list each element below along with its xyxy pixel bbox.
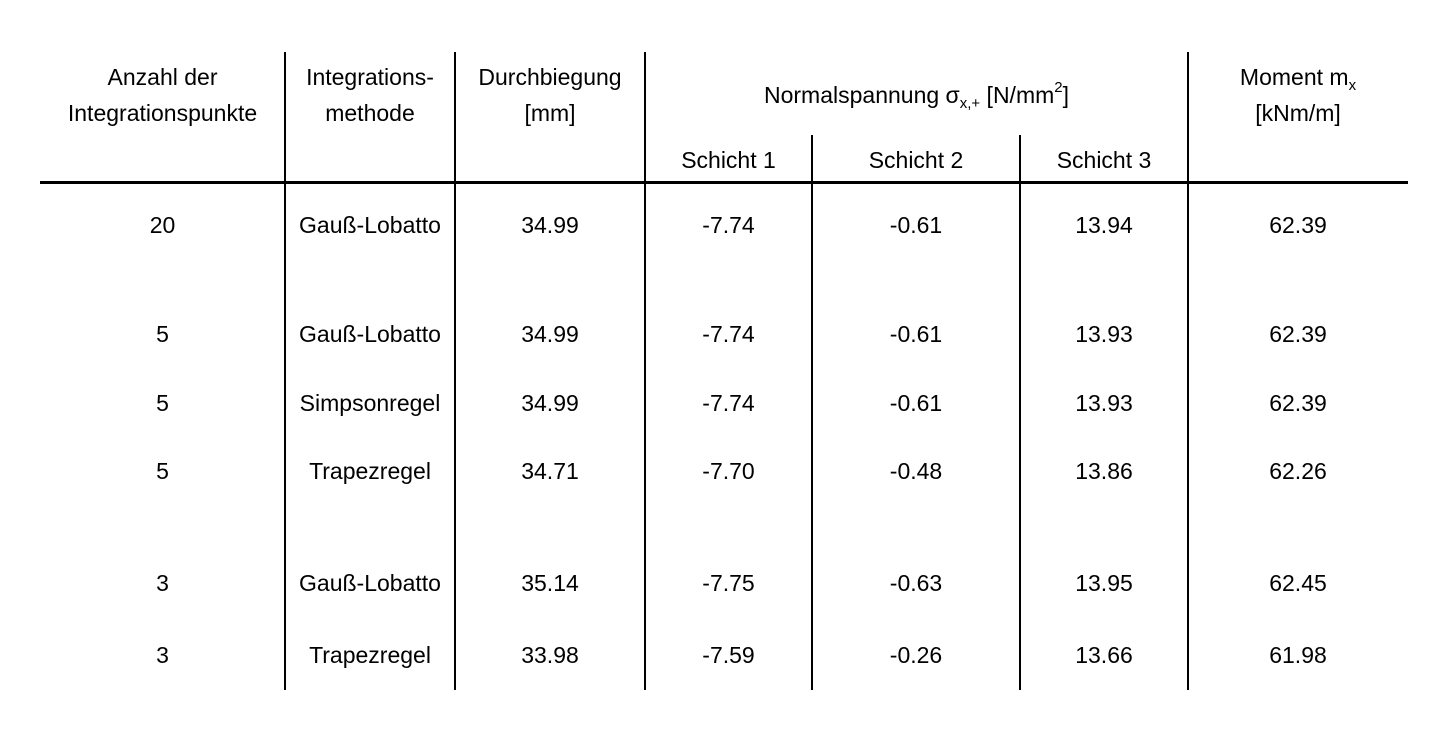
- header-schicht-2: Schicht 2: [868, 147, 964, 173]
- header-methode: Integrations- methode: [285, 59, 455, 131]
- cell-integrationsmethode: Trapezregel: [309, 641, 431, 668]
- cell-moment: 61.98: [1269, 641, 1327, 668]
- table-row: 3 Trapezregel 33.98 -7.59 -0.26 13.66 61…: [40, 632, 1408, 678]
- header-normalspannung-unit-close: ]: [1062, 82, 1070, 108]
- cell-schicht-1: -7.74: [702, 320, 755, 347]
- cell-durchbiegung: 34.71: [521, 457, 579, 484]
- header-normalspannung: Normalspannung σx,+ [N/mm2]: [645, 77, 1188, 113]
- cell-integrationsmethode: Trapezregel: [309, 457, 431, 484]
- table-rows: 20 Gauß-Lobatto 34.99 -7.74 -0.61 13.94 …: [40, 52, 1408, 690]
- cell-durchbiegung: 34.99: [521, 211, 579, 238]
- table-row: 5 Simpsonregel 34.99 -7.74 -0.61 13.93 6…: [40, 380, 1408, 426]
- cell-schicht-2: -0.61: [889, 320, 943, 347]
- header-schicht-1: Schicht 1: [681, 147, 776, 173]
- cell-durchbiegung: 34.99: [521, 389, 579, 416]
- header-moment: Moment mx [kNm/m]: [1188, 59, 1408, 131]
- column-divider: [644, 52, 646, 690]
- header-moment-line1: Moment mx: [1188, 59, 1408, 95]
- header-normalspannung-exponent: 2: [1054, 79, 1063, 96]
- header-moment-label: Moment m: [1239, 64, 1349, 90]
- cell-schicht-1: -7.59: [702, 641, 755, 668]
- cell-moment: 62.45: [1269, 569, 1327, 596]
- header-separator-line: [40, 181, 1408, 184]
- header-methode-line1: Integrations-: [306, 64, 434, 90]
- subcolumn-divider: [1019, 135, 1021, 690]
- cell-schicht-2: -0.48: [889, 457, 943, 484]
- header-normalspannung-label: Normalspannung σ: [763, 82, 960, 108]
- cell-schicht-2: -0.61: [889, 389, 943, 416]
- cell-schicht-1: -7.74: [702, 211, 755, 238]
- cell-schicht-2: -0.26: [889, 641, 943, 668]
- table-row: 5 Gauß-Lobatto 34.99 -7.74 -0.61 13.93 6…: [40, 311, 1408, 357]
- header-moment-line2: [kNm/m]: [1255, 100, 1341, 126]
- cell-schicht-3: 13.95: [1075, 569, 1133, 596]
- cell-integrationspunkte: 3: [156, 641, 169, 668]
- cell-integrationspunkte: 5: [156, 457, 169, 484]
- cell-moment: 62.39: [1269, 320, 1327, 347]
- header-anzahl-line2: Integrationspunkte: [67, 100, 258, 126]
- cell-integrationsmethode: Gauß-Lobatto: [299, 569, 441, 596]
- cell-schicht-3: 13.94: [1075, 211, 1133, 238]
- header-durchbiegung-line2: [mm]: [524, 100, 576, 126]
- cell-schicht-2: -0.63: [889, 569, 943, 596]
- results-table: Anzahl der Integrationspunkte Integratio…: [40, 52, 1408, 690]
- cell-integrationsmethode: Gauß-Lobatto: [299, 211, 441, 238]
- cell-integrationspunkte: 5: [156, 389, 169, 416]
- table-row: 20 Gauß-Lobatto 34.99 -7.74 -0.61 13.94 …: [40, 202, 1408, 248]
- cell-moment: 62.26: [1269, 457, 1327, 484]
- cell-integrationspunkte: 5: [156, 320, 169, 347]
- column-divider: [284, 52, 286, 690]
- table-row: 3 Gauß-Lobatto 35.14 -7.75 -0.63 13.95 6…: [40, 560, 1408, 606]
- header-normalspannung-unit-open: [N/mm: [980, 82, 1055, 108]
- cell-durchbiegung: 33.98: [521, 641, 579, 668]
- header-moment-subscript: x: [1348, 77, 1357, 94]
- cell-integrationsmethode: Gauß-Lobatto: [299, 320, 441, 347]
- cell-integrationspunkte: 20: [149, 211, 176, 238]
- cell-durchbiegung: 35.14: [521, 569, 579, 596]
- header-normalspannung-subscript: x,+: [959, 95, 981, 112]
- header-durchbiegung: Durchbiegung [mm]: [455, 59, 645, 131]
- cell-schicht-3: 13.93: [1075, 389, 1133, 416]
- table-row: 5 Trapezregel 34.71 -7.70 -0.48 13.86 62…: [40, 448, 1408, 494]
- header-methode-line2: methode: [325, 100, 415, 126]
- cell-moment: 62.39: [1269, 211, 1327, 238]
- cell-schicht-3: 13.93: [1075, 320, 1133, 347]
- cell-schicht-1: -7.75: [702, 569, 755, 596]
- header-anzahl-line1: Anzahl der: [107, 64, 218, 90]
- header-schicht-3: Schicht 3: [1056, 147, 1152, 173]
- cell-schicht-2: -0.61: [889, 211, 943, 238]
- cell-schicht-1: -7.74: [702, 389, 755, 416]
- header-anzahl: Anzahl der Integrationspunkte: [40, 59, 285, 131]
- cell-schicht-3: 13.86: [1075, 457, 1133, 484]
- cell-integrationspunkte: 3: [156, 569, 169, 596]
- cell-schicht-3: 13.66: [1075, 641, 1133, 668]
- cell-moment: 62.39: [1269, 389, 1327, 416]
- subcolumn-divider: [811, 135, 813, 690]
- column-divider: [454, 52, 456, 690]
- header-durchbiegung-line1: Durchbiegung: [478, 64, 622, 90]
- cell-integrationsmethode: Simpsonregel: [299, 389, 441, 416]
- column-divider: [1187, 52, 1189, 690]
- cell-schicht-1: -7.70: [702, 457, 755, 484]
- cell-durchbiegung: 34.99: [521, 320, 579, 347]
